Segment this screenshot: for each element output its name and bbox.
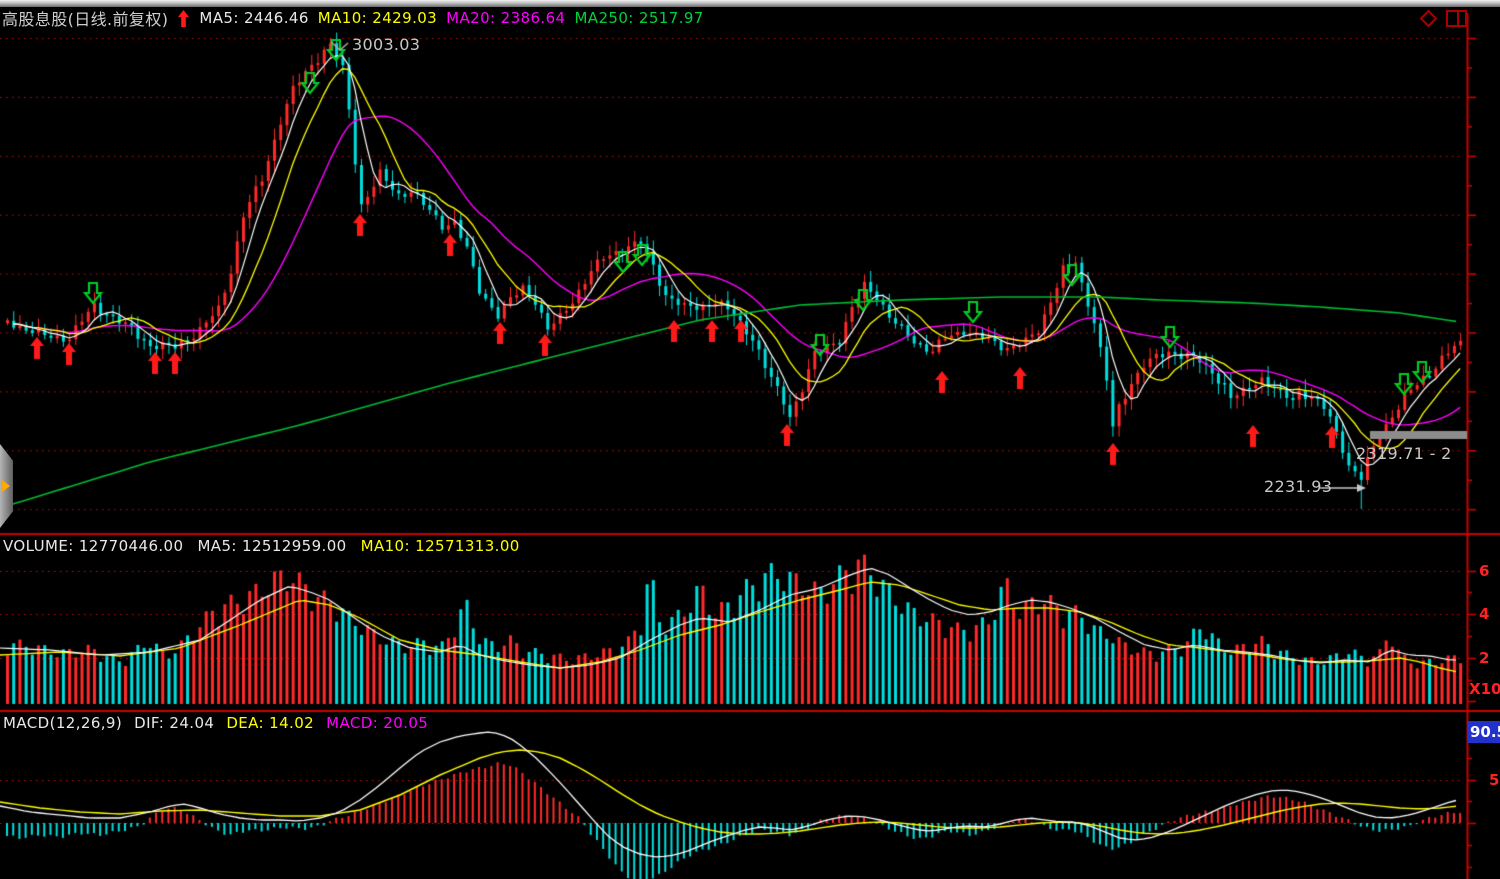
- volume-axis-label-2: 2: [1479, 649, 1490, 667]
- price-readout-badge: 90.5: [1467, 721, 1500, 743]
- window-top-edge: [0, 0, 1500, 7]
- dea-value: DEA: 14.02: [226, 714, 315, 732]
- main-chart-header: 高股息股(日线.前复权) MA5: 2446.46 MA10: 2429.03 …: [2, 8, 704, 29]
- expand-arrow-icon: [2, 480, 10, 492]
- macd-params: MACD(12,26,9): [3, 714, 123, 732]
- ma250-value: MA250: 2517.97: [574, 9, 704, 27]
- window-corner-icons: [1420, 10, 1467, 27]
- up-arrow-icon: [178, 9, 190, 27]
- diamond-icon[interactable]: [1420, 10, 1437, 27]
- chart-title: 高股息股(日线.前复权): [2, 10, 169, 29]
- volume-axis-label-4: 4: [1479, 605, 1490, 623]
- volume-axis-scale-label: X10: [1469, 680, 1500, 698]
- volume-ma10-value: MA10: 12571313.00: [360, 537, 520, 555]
- low-price-annotation: 2231.93: [1264, 477, 1333, 496]
- ma5-value: MA5: 2446.46: [199, 9, 309, 27]
- dif-value: DIF: 24.04: [134, 714, 215, 732]
- macd-value: MACD: 20.05: [326, 714, 429, 732]
- range-price-annotation: 2319.71 - 2: [1356, 444, 1452, 463]
- volume-pane-header: VOLUME: 12770446.00 MA5: 12512959.00 MA1…: [3, 537, 520, 555]
- volume-value: VOLUME: 12770446.00: [3, 537, 184, 555]
- peak-price-annotation: 3003.03: [352, 35, 421, 54]
- macd-axis-label-5: 5: [1489, 771, 1500, 789]
- collapsed-panel-tab[interactable]: [0, 444, 13, 528]
- volume-ma5-value: MA5: 12512959.00: [197, 537, 347, 555]
- volume-axis-label-6: 6: [1479, 562, 1490, 580]
- split-window-icon[interactable]: [1446, 10, 1467, 27]
- ma10-value: MA10: 2429.03: [317, 9, 438, 27]
- macd-pane-header: MACD(12,26,9) DIF: 24.04 DEA: 14.02 MACD…: [3, 714, 428, 732]
- ma20-value: MA20: 2386.64: [446, 9, 566, 27]
